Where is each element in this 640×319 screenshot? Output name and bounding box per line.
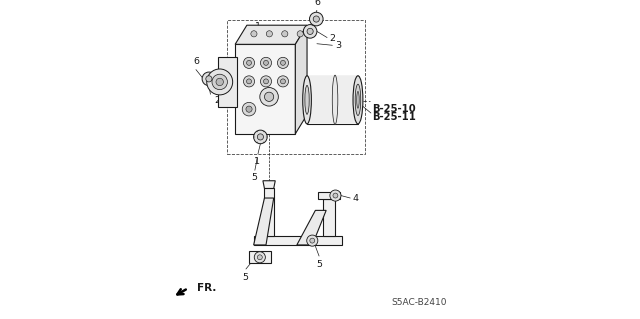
Ellipse shape	[356, 92, 359, 108]
Polygon shape	[235, 25, 307, 44]
Polygon shape	[307, 76, 358, 124]
Circle shape	[282, 31, 288, 37]
Ellipse shape	[353, 76, 363, 124]
Circle shape	[257, 255, 262, 260]
Text: 1: 1	[254, 157, 260, 166]
Circle shape	[260, 87, 278, 106]
Circle shape	[310, 12, 323, 26]
Text: 5: 5	[317, 260, 323, 269]
Text: S5AC-B2410: S5AC-B2410	[391, 298, 447, 307]
Bar	[227, 20, 365, 154]
Polygon shape	[253, 198, 274, 245]
Polygon shape	[253, 236, 342, 245]
Text: 6: 6	[315, 0, 321, 7]
Polygon shape	[295, 25, 307, 134]
Circle shape	[242, 102, 256, 116]
Circle shape	[333, 193, 338, 198]
Circle shape	[303, 25, 317, 38]
Circle shape	[202, 72, 216, 85]
Text: B-25-11: B-25-11	[372, 112, 417, 122]
Circle shape	[246, 60, 252, 65]
Circle shape	[257, 134, 264, 140]
Circle shape	[280, 60, 285, 65]
Circle shape	[246, 106, 252, 112]
Circle shape	[307, 235, 318, 246]
Circle shape	[243, 76, 255, 87]
Polygon shape	[319, 191, 340, 199]
Circle shape	[253, 130, 267, 144]
Polygon shape	[323, 199, 335, 236]
Circle shape	[330, 190, 341, 201]
Text: FR.: FR.	[198, 283, 217, 293]
Polygon shape	[235, 44, 295, 134]
Text: 5: 5	[242, 273, 248, 282]
Circle shape	[264, 92, 274, 101]
Polygon shape	[263, 181, 275, 189]
Polygon shape	[297, 210, 326, 245]
Circle shape	[212, 74, 227, 90]
Circle shape	[280, 79, 285, 84]
Text: 2: 2	[214, 96, 220, 105]
Circle shape	[207, 69, 233, 95]
Circle shape	[216, 78, 223, 85]
Circle shape	[264, 79, 268, 84]
Circle shape	[307, 28, 313, 34]
Circle shape	[260, 57, 271, 68]
Circle shape	[251, 31, 257, 37]
Ellipse shape	[305, 85, 309, 114]
Text: 3: 3	[335, 41, 341, 50]
Circle shape	[243, 57, 255, 68]
Circle shape	[313, 16, 319, 22]
Text: 1: 1	[255, 22, 261, 31]
Text: 4: 4	[353, 194, 358, 203]
Ellipse shape	[355, 84, 361, 115]
Text: B-25-10: B-25-10	[372, 104, 416, 114]
Ellipse shape	[303, 76, 311, 124]
Text: 6: 6	[193, 56, 199, 66]
Circle shape	[246, 79, 252, 84]
Circle shape	[264, 60, 268, 65]
Circle shape	[297, 31, 303, 37]
Circle shape	[277, 57, 289, 68]
Polygon shape	[249, 251, 271, 263]
Polygon shape	[264, 189, 274, 236]
Text: 2: 2	[329, 34, 335, 43]
Circle shape	[310, 238, 315, 243]
Circle shape	[277, 76, 289, 87]
Text: 5: 5	[252, 173, 257, 182]
Circle shape	[266, 31, 273, 37]
Ellipse shape	[332, 75, 338, 124]
Polygon shape	[218, 57, 237, 107]
Circle shape	[254, 252, 266, 263]
Circle shape	[260, 76, 271, 87]
Circle shape	[206, 76, 212, 82]
